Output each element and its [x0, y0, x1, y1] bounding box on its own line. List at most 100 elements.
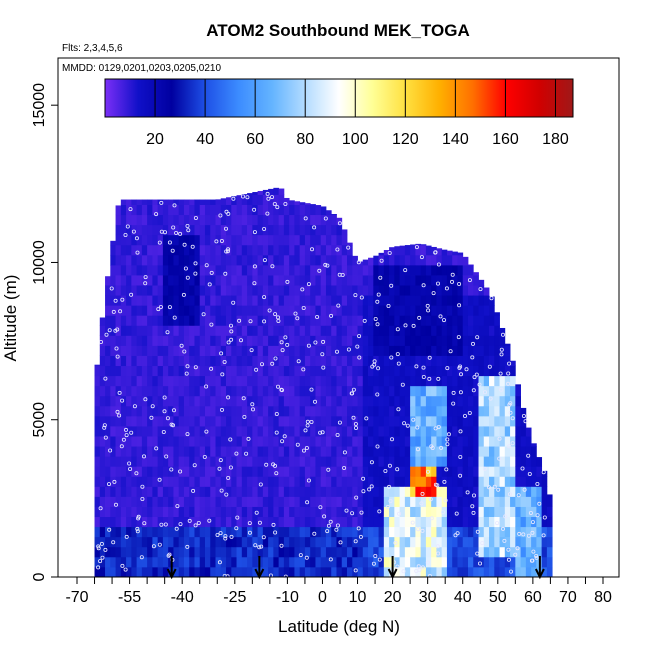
- heatmap-cell: [310, 395, 316, 407]
- heatmap-cell: [473, 315, 479, 326]
- heatmap-cell: [268, 395, 274, 407]
- sample-point: [415, 425, 420, 430]
- sample-point: [279, 388, 284, 393]
- heatmap-cell: [320, 345, 327, 356]
- heatmap-cell: [147, 566, 153, 578]
- heatmap-cell: [199, 264, 206, 276]
- heatmap-cell: [289, 365, 295, 377]
- heatmap-cell: [410, 254, 416, 266]
- heatmap-cell: [252, 295, 258, 306]
- heatmap-cell: [183, 426, 190, 437]
- heatmap-cell: [452, 415, 458, 427]
- heatmap-cell: [515, 456, 521, 467]
- heatmap-cell: [478, 446, 485, 457]
- sample-point: [229, 337, 234, 342]
- heatmap-cell: [147, 466, 153, 477]
- heatmap-cell: [262, 486, 269, 497]
- heatmap-cell: [415, 264, 422, 276]
- heatmap-cell: [441, 516, 448, 528]
- heatmap-cell: [541, 496, 548, 507]
- heatmap-cell: [473, 325, 479, 336]
- heatmap-cell: [283, 506, 290, 518]
- sample-point: [516, 493, 521, 498]
- heatmap-cell: [204, 456, 211, 467]
- heatmap-cell: [389, 254, 395, 266]
- heatmap-cell: [510, 385, 516, 397]
- sample-point: [305, 419, 310, 424]
- heatmap-cell: [483, 556, 490, 568]
- heatmap-cell: [336, 275, 343, 286]
- heatmap-cell: [126, 305, 132, 316]
- heatmap-cell: [289, 244, 295, 256]
- x-tick-label--70: -70: [65, 589, 88, 606]
- sample-point: [522, 487, 527, 492]
- heatmap-cell: [462, 395, 469, 407]
- heatmap-cell: [294, 244, 301, 256]
- heatmap-cell: [462, 315, 469, 326]
- heatmap-cell: [299, 275, 306, 286]
- heatmap-cell: [394, 315, 401, 326]
- heatmap-cell: [215, 199, 222, 205]
- heatmap-cell: [147, 446, 153, 457]
- heatmap-cell: [289, 496, 295, 507]
- heatmap-cell: [236, 355, 243, 367]
- sample-point: [167, 552, 172, 557]
- heatmap-cell: [115, 405, 122, 417]
- heatmap-cell: [105, 395, 111, 407]
- heatmap-cell: [331, 556, 337, 568]
- sample-point: [387, 484, 392, 489]
- heatmap-cell: [436, 335, 443, 346]
- heatmap-cell: [441, 415, 448, 427]
- heatmap-cell: [141, 264, 148, 276]
- heatmap-cell: [362, 285, 369, 296]
- heatmap-cell: [494, 335, 500, 346]
- heatmap-cell: [199, 199, 206, 205]
- heatmap-cell: [289, 295, 295, 306]
- heatmap-cell: [473, 335, 479, 346]
- heatmap-cell: [110, 415, 116, 427]
- heatmap-cell: [173, 496, 180, 507]
- heatmap-cell: [425, 305, 432, 316]
- heatmap-cell: [247, 536, 253, 548]
- sample-point: [140, 496, 145, 501]
- heatmap-cell: [283, 214, 290, 226]
- heatmap-cell: [273, 456, 280, 467]
- sample-point: [185, 223, 190, 228]
- heatmap-cell: [268, 355, 274, 367]
- heatmap-cell: [299, 335, 306, 346]
- heatmap-cell: [420, 285, 427, 296]
- heatmap-cell: [473, 375, 479, 387]
- heatmap-cell: [473, 285, 479, 296]
- heatmap-cell: [494, 506, 500, 518]
- heatmap-cell: [126, 234, 132, 246]
- sample-point: [222, 359, 227, 364]
- heatmap-cell: [425, 526, 432, 538]
- heatmap-cell: [136, 456, 143, 467]
- colorbar-tick-label-120: 120: [392, 131, 419, 148]
- heatmap-cell: [194, 224, 201, 236]
- heatmap-cell: [131, 556, 138, 568]
- heatmap-cell: [199, 345, 206, 356]
- heatmap-cell: [126, 456, 132, 467]
- heatmap-cell: [368, 486, 374, 497]
- heatmap-cell: [520, 436, 527, 447]
- heatmap-cell: [131, 295, 138, 306]
- heatmap-cell: [131, 496, 138, 507]
- heatmap-cell: [178, 345, 185, 356]
- sample-point: [103, 435, 108, 440]
- heatmap-cell: [352, 415, 358, 427]
- heatmap-cell: [525, 516, 532, 528]
- heatmap-cell: [378, 345, 385, 356]
- heatmap-cell: [310, 536, 316, 548]
- heatmap-cell: [136, 506, 143, 518]
- sample-point: [320, 430, 325, 435]
- heatmap-cell: [162, 204, 169, 216]
- heatmap-cell: [241, 295, 248, 306]
- heatmap-cell: [452, 275, 458, 286]
- sample-point: [115, 354, 120, 359]
- heatmap-cell: [389, 446, 395, 457]
- heatmap-cell: [220, 486, 227, 497]
- heatmap-cell: [210, 224, 216, 236]
- heatmap-cell: [315, 224, 322, 236]
- heatmap-cell: [194, 345, 201, 356]
